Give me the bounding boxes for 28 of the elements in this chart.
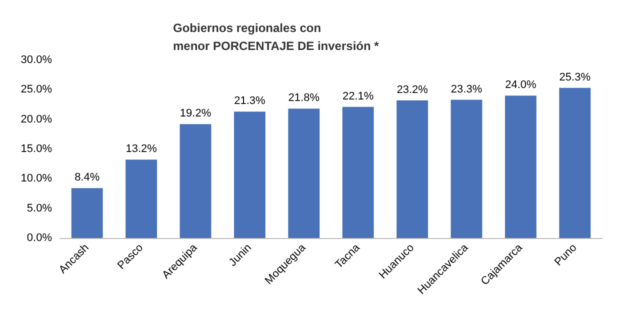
- data-label: 25.3%: [559, 71, 591, 84]
- data-label: 23.2%: [396, 84, 428, 96]
- bar: [396, 100, 428, 238]
- bar: [288, 108, 320, 238]
- data-label: 22.1%: [342, 90, 374, 102]
- data-label: 24.0%: [505, 79, 537, 92]
- chart-title: Gobiernos regionales con menor PORCENTAJE DE inversión *: [173, 21, 380, 53]
- bar: [559, 88, 591, 238]
- y-tick-label: 30.0%: [20, 54, 52, 66]
- bar: [450, 100, 482, 238]
- bar: [180, 124, 212, 238]
- data-label: 13.2%: [126, 143, 158, 156]
- bar: [71, 188, 103, 238]
- y-tick-label: 5.0%: [26, 202, 52, 214]
- data-label: 23.3%: [450, 83, 482, 96]
- data-label: 21.3%: [234, 95, 266, 108]
- bar: [126, 160, 158, 238]
- y-tick-label: 15.0%: [20, 143, 52, 155]
- data-label: 8.4%: [74, 172, 100, 184]
- bar: [342, 106, 374, 238]
- bar: [234, 112, 266, 238]
- bar: [504, 96, 536, 238]
- y-tick-label: 10.0%: [20, 172, 52, 185]
- y-tick-label: 25.0%: [20, 84, 52, 96]
- y-tick-label: 20.0%: [20, 113, 52, 126]
- data-label: 21.8%: [288, 92, 320, 104]
- y-tick-label: 0.0%: [26, 232, 52, 244]
- data-label: 19.2%: [180, 108, 212, 120]
